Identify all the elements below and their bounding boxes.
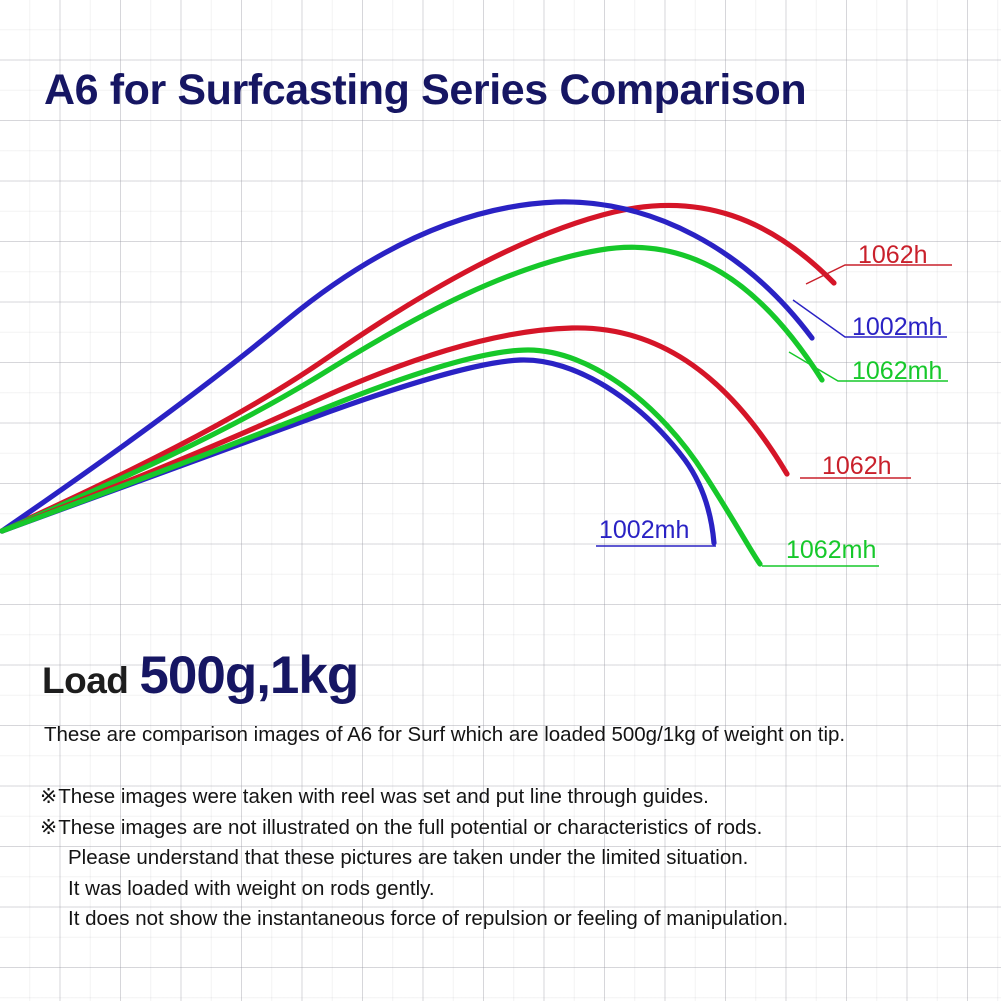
load-label: Load [42,660,129,701]
page-title: A6 for Surfcasting Series Comparison [44,66,807,114]
curve-label-upper-1002mh: 1002mh [852,313,943,341]
curve-label-lower-1062h: 1062h [822,452,892,480]
note-text: These images are not illustrated on the … [58,815,763,839]
note-line: ※These images are not illustrated on the… [40,813,788,844]
note-text: It does not show the instantaneous force… [68,907,789,930]
curve-label-upper-1062mh: 1062mh [852,357,943,385]
note-line: Please understand that these pictures ar… [40,843,788,874]
curve-label-lower-1062mh: 1062mh [786,536,877,564]
rod-curve [0,244,825,534]
load-block: Load 500g,1kg [42,645,359,706]
note-text: Please understand that these pictures ar… [68,846,749,869]
curve-label-upper-1062h: 1062h [858,241,928,269]
note-text: These images were taken with reel was se… [58,785,709,808]
curve-label-lower-1002mh: 1002mh [599,516,690,544]
rod-curve [0,199,815,534]
note-line: It does not show the instantaneous force… [40,904,788,935]
note-line: It was loaded with weight on rods gently… [40,874,788,905]
intro-text: These are comparison images of A6 for Su… [44,723,846,746]
curve-group [0,199,837,567]
rod-curve [0,325,790,534]
load-value: 500g,1kg [139,646,359,705]
reference-mark-icon: ※ [40,815,58,839]
rod-curve [0,202,837,534]
note-line: ※These images were taken with reel was s… [40,782,788,813]
notes-block: ※These images were taken with reel was s… [40,782,788,935]
reference-mark-icon: ※ [40,785,58,808]
note-text: It was loaded with weight on rods gently… [68,876,435,900]
